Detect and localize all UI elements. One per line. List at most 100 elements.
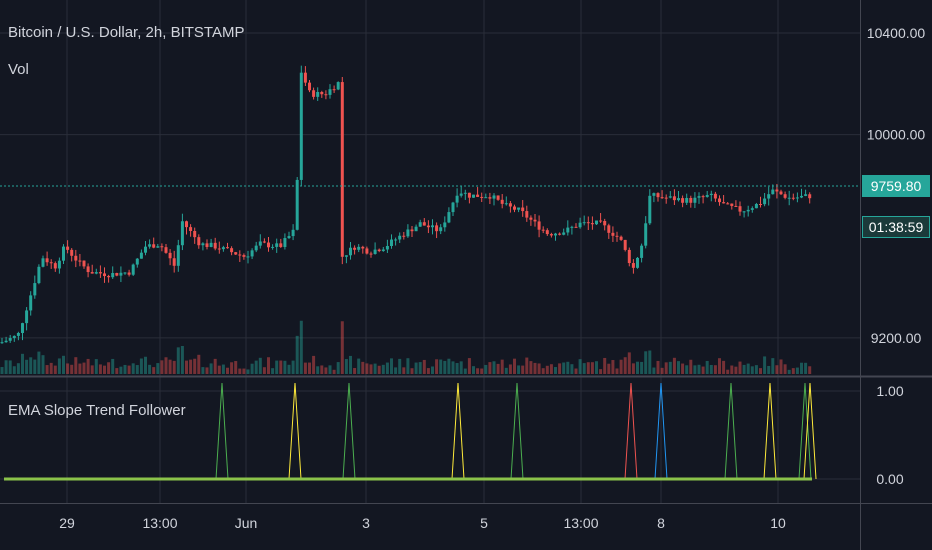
- candle: [291, 224, 295, 241]
- candle: [681, 195, 685, 208]
- candle: [111, 266, 115, 279]
- candle: [611, 226, 615, 242]
- volume-bar: [295, 335, 299, 374]
- time-tick-label: 13:00: [142, 515, 177, 531]
- signal-spike: [803, 382, 817, 480]
- time-tick-label: 3: [362, 515, 370, 531]
- candle: [726, 201, 730, 205]
- candle: [722, 195, 726, 204]
- volume-bar: [763, 356, 767, 374]
- candle: [660, 190, 664, 199]
- volume-bar: [283, 360, 287, 374]
- volume-bar: [496, 363, 500, 374]
- candle: [308, 80, 311, 93]
- volume-bar: [697, 364, 701, 374]
- volume-bar: [640, 361, 644, 374]
- candle: [316, 87, 320, 101]
- volume-bar: [681, 363, 685, 374]
- time-tick-label: 5: [480, 515, 488, 531]
- volume-bar: [435, 359, 439, 374]
- candle: [164, 243, 168, 254]
- volume-bar: [459, 361, 463, 374]
- candle: [299, 65, 303, 186]
- volume-bar: [570, 364, 574, 374]
- indicator-axis[interactable]: 1.00 0.00: [876, 383, 903, 487]
- volume-bar: [611, 360, 615, 374]
- indicator-tick-label: 1.00: [876, 383, 903, 399]
- volume-bar: [299, 320, 303, 374]
- volume-bar: [344, 359, 348, 374]
- candle: [570, 225, 574, 235]
- volume-bar: [738, 361, 742, 374]
- volume-bar: [521, 365, 525, 374]
- candle: [668, 191, 672, 199]
- candle: [406, 224, 410, 238]
- time-axis[interactable]: 29 13:00 Jun 3 5 13:00 8 10: [59, 515, 786, 531]
- candle: [615, 231, 619, 242]
- price-axis[interactable]: 10400.00 10000.00 9200.00: [867, 25, 926, 346]
- volume-bar: [303, 362, 307, 374]
- candle: [148, 239, 152, 249]
- volume-bar: [750, 366, 754, 374]
- candle: [459, 186, 463, 198]
- candle: [677, 191, 680, 202]
- candle: [357, 244, 361, 253]
- volume-bar: [517, 365, 521, 374]
- volume-bar: [25, 359, 29, 374]
- symbol-title[interactable]: Bitcoin / U.S. Dollar, 2h, BITSTAMP: [8, 24, 245, 41]
- volume-bar: [369, 364, 373, 374]
- candle: [283, 233, 287, 250]
- volume-bar: [316, 366, 320, 374]
- volume-bar: [742, 364, 746, 374]
- volume-bar: [324, 367, 328, 374]
- volume-bar: [98, 364, 102, 374]
- volume-bar: [636, 361, 639, 374]
- candle: [623, 239, 627, 252]
- candle: [480, 192, 484, 203]
- volume-bar: [230, 362, 234, 374]
- signal-spike: [215, 382, 229, 480]
- volume-bar: [627, 352, 631, 374]
- price-tick-label: 10400.00: [867, 25, 926, 41]
- signal-spike: [798, 382, 812, 480]
- volume-bar: [775, 365, 779, 374]
- volume-bar: [70, 364, 74, 374]
- volume-bar: [213, 358, 217, 374]
- volume-bar: [652, 367, 656, 374]
- candle: [783, 191, 787, 200]
- volume-legend[interactable]: Vol: [8, 61, 29, 78]
- volume-bar: [685, 365, 689, 374]
- volume-bar: [8, 360, 12, 374]
- volume-bar: [406, 358, 410, 374]
- indicator-title[interactable]: EMA Slope Trend Follower: [8, 402, 186, 419]
- candle: [627, 247, 631, 267]
- candle: [672, 189, 676, 206]
- volume-bar: [381, 364, 385, 374]
- time-tick-label: 8: [657, 515, 665, 531]
- candle: [496, 195, 500, 201]
- volume-bar: [242, 368, 246, 374]
- volume-bar: [787, 369, 791, 374]
- indicator-signals: [215, 382, 817, 480]
- candle: [180, 213, 184, 251]
- candle: [205, 239, 209, 250]
- volume-bar: [164, 357, 168, 374]
- candle: [590, 216, 594, 230]
- volume-bar: [549, 364, 553, 374]
- candle: [730, 203, 734, 210]
- candle: [312, 87, 316, 100]
- candle: [390, 234, 393, 249]
- candle: [189, 224, 193, 237]
- candle: [213, 237, 217, 251]
- candle: [795, 192, 799, 203]
- signal-spike: [288, 382, 302, 480]
- candle: [324, 90, 328, 100]
- candle: [57, 257, 61, 274]
- candle: [221, 245, 225, 252]
- volume-bar: [422, 359, 426, 374]
- volume-bar: [672, 357, 676, 374]
- volume-bar: [119, 366, 123, 374]
- candle: [336, 81, 340, 91]
- candle: [226, 242, 229, 249]
